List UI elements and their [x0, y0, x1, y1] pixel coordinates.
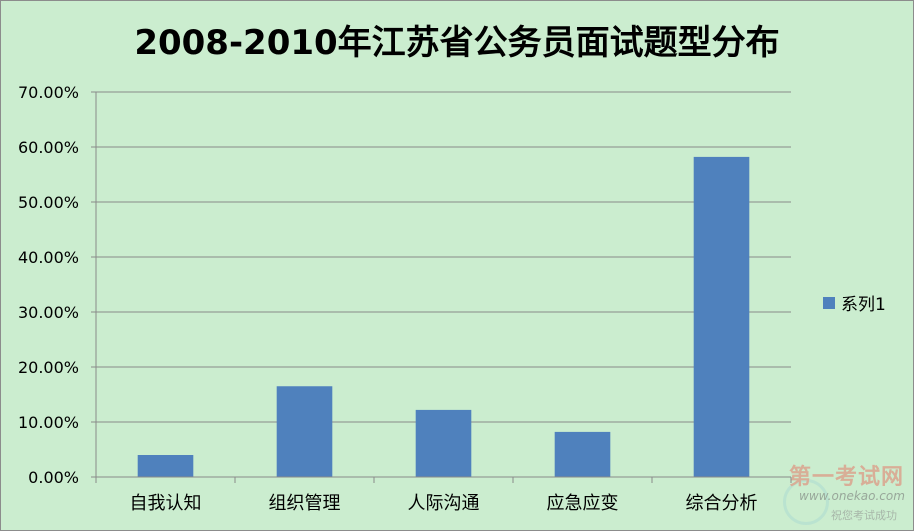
y-tick-label: 0.00% [28, 468, 79, 487]
watermark-url: www.onekao.com [799, 489, 905, 503]
legend-label-series-1: 系列1 [841, 295, 886, 315]
watermark-slogan: 祝您考试成功 [831, 509, 897, 522]
x-tick-label: 人际沟通 [408, 493, 480, 514]
watermark-logo: 第一考试网 www.onekao.com 祝您考试成功 [783, 457, 909, 527]
legend-swatch-series-1 [823, 296, 835, 309]
y-tick-label: 20.00% [18, 358, 79, 377]
bar [554, 431, 611, 477]
bar [693, 156, 750, 477]
x-tick-label: 应急应变 [547, 493, 619, 514]
y-tick-label: 40.00% [18, 248, 79, 267]
y-tick-label: 70.00% [18, 83, 79, 102]
bar [276, 386, 333, 477]
x-tick-label: 组织管理 [269, 493, 341, 514]
y-tick-label: 10.00% [18, 413, 79, 432]
y-tick-label: 60.00% [18, 138, 79, 157]
x-tick-label: 自我认知 [130, 493, 202, 514]
bar [415, 409, 472, 477]
y-tick-label: 50.00% [18, 193, 79, 212]
watermark-circle-icon [783, 479, 829, 525]
x-tick-label: 综合分析 [686, 493, 758, 514]
watermark-title: 第一考试网 [789, 465, 905, 490]
bar [137, 455, 194, 477]
y-tick-label: 30.00% [18, 303, 79, 322]
legend: 系列1 [823, 290, 886, 315]
chart-title: 2008-2010年江苏省公务员面试题型分布 [134, 23, 780, 63]
